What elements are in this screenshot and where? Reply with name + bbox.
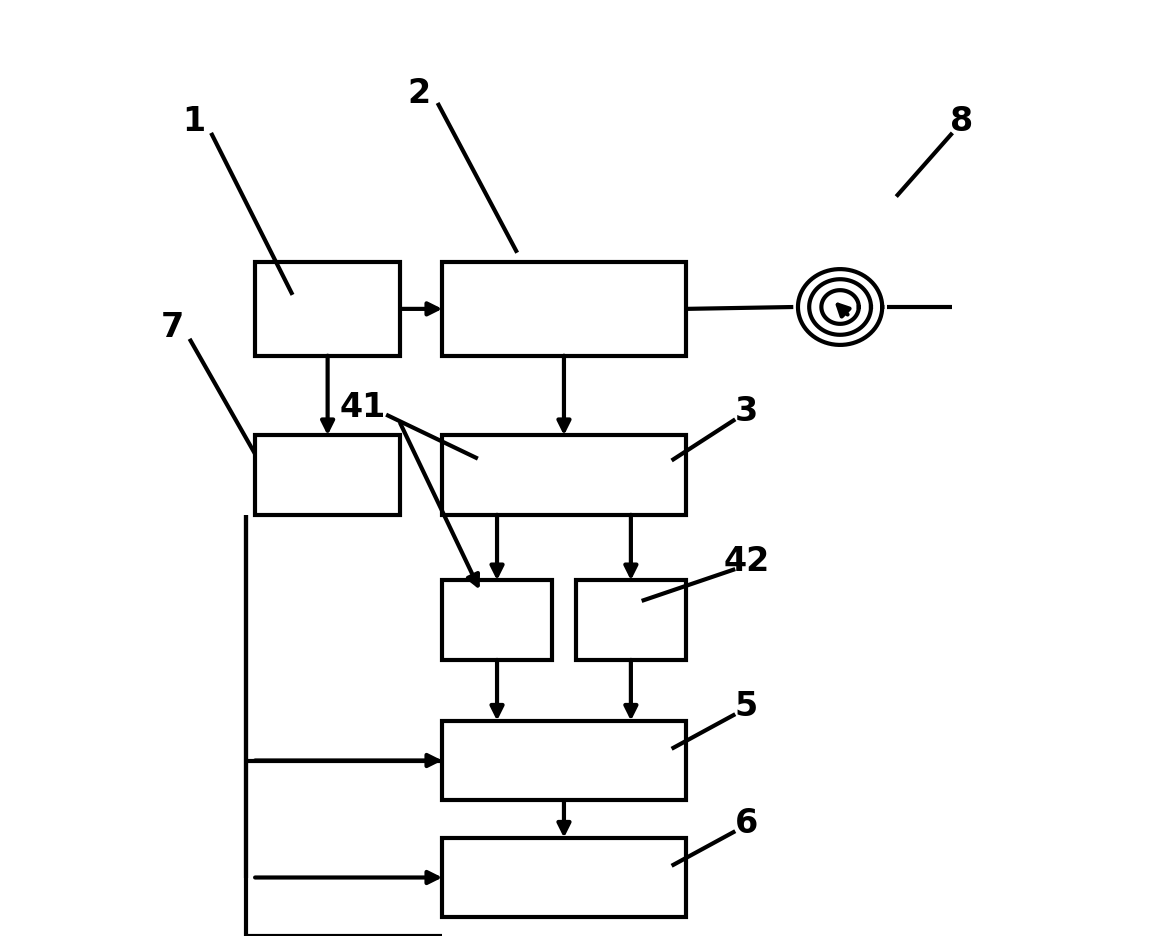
Bar (443, 262, 686, 356)
Text: 6: 6 (735, 807, 758, 841)
Text: 8: 8 (950, 105, 973, 139)
Text: 2: 2 (407, 77, 430, 110)
Text: 42: 42 (724, 545, 770, 578)
Bar (443, 838, 686, 917)
Text: 5: 5 (735, 690, 758, 724)
Bar (443, 580, 551, 660)
Text: 41: 41 (340, 390, 386, 424)
Text: 3: 3 (735, 395, 758, 429)
Bar (576, 580, 686, 660)
Bar (443, 435, 686, 515)
Bar (443, 721, 686, 800)
Bar (255, 435, 400, 515)
Text: 1: 1 (183, 105, 206, 139)
Bar (255, 262, 400, 356)
Text: 7: 7 (161, 311, 184, 344)
